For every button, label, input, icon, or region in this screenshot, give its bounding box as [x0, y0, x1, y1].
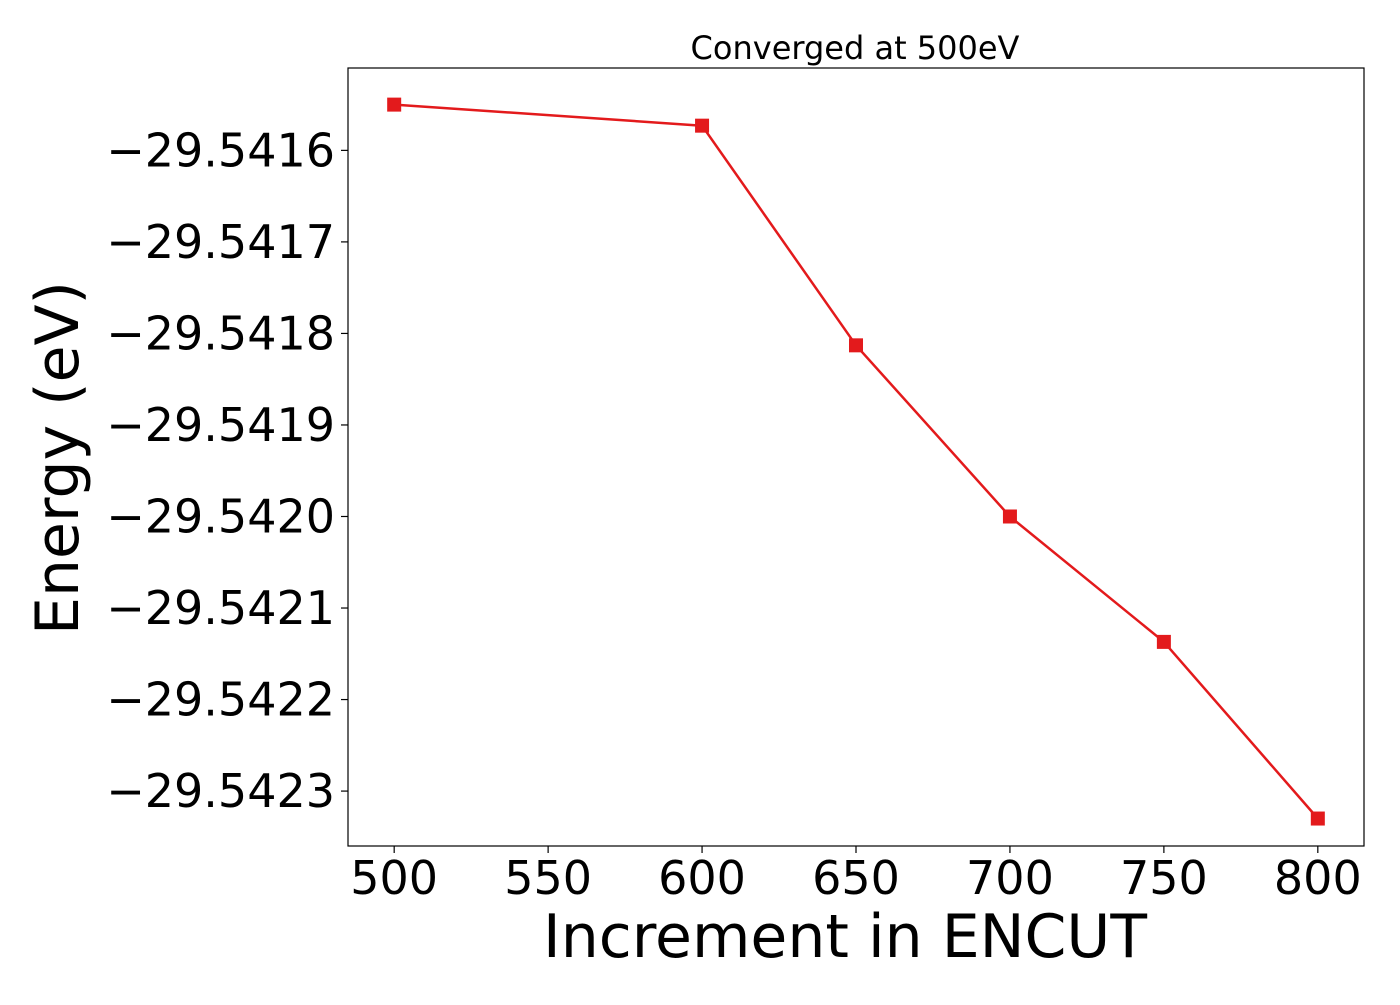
series-line — [394, 103, 1319, 820]
x-tick-label: 650 — [812, 851, 900, 905]
x-axis: 500 550 600 650 700 750 800 — [350, 846, 1362, 905]
data-point-marker — [1002, 509, 1017, 524]
x-tick-label: 550 — [504, 851, 592, 905]
x-tick-label: 500 — [350, 851, 438, 905]
y-tick-label: −29.5419 — [106, 398, 335, 452]
x-tick-label: 700 — [966, 851, 1054, 905]
plot-area-frame — [347, 67, 1365, 847]
series-layer — [387, 97, 1325, 826]
x-tick-label: 750 — [1120, 851, 1208, 905]
data-point-marker — [1156, 634, 1171, 649]
y-tick-label: −29.5420 — [106, 489, 335, 543]
x-tick-label: 600 — [658, 851, 746, 905]
y-tick-label: −29.5417 — [106, 215, 335, 269]
data-point-marker — [387, 97, 402, 112]
data-point-marker — [695, 118, 710, 133]
data-point-marker — [849, 338, 863, 353]
x-axis-label: Increment in ENCUT — [543, 902, 1147, 972]
y-tick-label: −29.5418 — [106, 306, 335, 360]
y-tick-label: −29.5416 — [106, 123, 335, 177]
y-tick-label: −29.5423 — [106, 764, 335, 818]
chart-title: Converged at 500eV — [691, 29, 1020, 67]
data-point-marker — [1310, 811, 1325, 826]
y-tick-label: −29.5421 — [106, 581, 335, 635]
y-axis: −29.5416 −29.5417 −29.5418 −29.5419 −29.5420… — [106, 123, 348, 818]
y-tick-label: −29.5422 — [106, 673, 335, 727]
y-axis-label: Energy (eV) — [23, 281, 93, 635]
x-tick-label: 800 — [1274, 851, 1362, 905]
